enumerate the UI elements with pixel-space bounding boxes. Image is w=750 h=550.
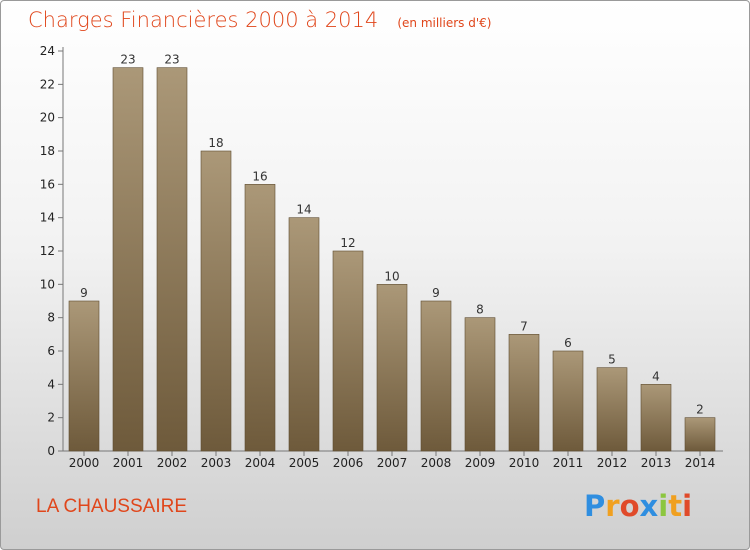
data-label-2002: 23 xyxy=(164,53,179,67)
logo-letter: t xyxy=(668,489,683,523)
x-tick-label: 2012 xyxy=(597,456,628,470)
bar-2010 xyxy=(508,334,540,452)
data-label-2013: 4 xyxy=(652,369,660,383)
x-tick-label: 2003 xyxy=(201,456,232,470)
y-tick-label: 18 xyxy=(40,144,55,158)
logo-letter: o xyxy=(619,489,640,523)
x-tick-label: 2011 xyxy=(553,456,584,470)
bar-2003 xyxy=(200,150,232,452)
data-labels-group: 9 23 23 18 16 14 12 10 9 8 7 6 5 4 2 xyxy=(80,53,704,417)
data-label-2011: 6 xyxy=(564,336,572,350)
x-tick-label: 2008 xyxy=(421,456,452,470)
data-label-2009: 8 xyxy=(476,303,484,317)
data-label-2010: 7 xyxy=(520,319,528,333)
bars-group xyxy=(68,67,716,452)
x-tick-label: 2000 xyxy=(69,456,100,470)
x-tick-label: 2001 xyxy=(113,456,144,470)
bar-2009 xyxy=(464,317,496,452)
logo-letter: r xyxy=(605,489,620,523)
chart-title: Charges Financières 2000 à 2014 xyxy=(28,8,379,32)
y-tick-label: 6 xyxy=(47,344,55,358)
logo-letter: P xyxy=(584,489,606,523)
bar-2006 xyxy=(332,250,364,452)
bar-2002 xyxy=(156,67,188,452)
y-tick-label: 24 xyxy=(40,44,55,58)
x-tick-label: 2005 xyxy=(289,456,320,470)
x-tick-label: 2013 xyxy=(641,456,672,470)
data-label-2001: 23 xyxy=(120,53,135,67)
y-tick-label: 10 xyxy=(40,277,55,291)
bar-2014 xyxy=(684,417,716,452)
data-label-2007: 10 xyxy=(384,269,399,283)
logo-letter: x xyxy=(639,489,659,523)
bar-2000 xyxy=(68,300,100,452)
y-tick-label: 16 xyxy=(40,177,55,191)
x-tick-label: 2002 xyxy=(157,456,188,470)
bar-2011 xyxy=(552,350,584,452)
chart-unit: (en milliers d'€) xyxy=(397,16,492,30)
data-label-2003: 18 xyxy=(208,136,223,150)
x-tick-label: 2006 xyxy=(333,456,364,470)
logo-letter: i xyxy=(658,489,669,523)
x-tick-label: 2010 xyxy=(509,456,540,470)
y-tick-label: 14 xyxy=(40,211,55,225)
data-label-2005: 14 xyxy=(296,203,311,217)
bar-2001 xyxy=(112,67,144,452)
proxiti-logo[interactable]: Proxiti xyxy=(584,489,692,523)
x-tick-label: 2014 xyxy=(685,456,716,470)
data-label-2000: 9 xyxy=(80,286,88,300)
bar-2012 xyxy=(596,367,628,452)
y-tick-label: 12 xyxy=(40,244,55,258)
bar-2007 xyxy=(376,284,408,452)
y-tick-label: 8 xyxy=(47,311,55,325)
data-label-2006: 12 xyxy=(340,236,355,250)
x-tick-label: 2009 xyxy=(465,456,496,470)
data-label-2014: 2 xyxy=(696,403,704,417)
bar-2008 xyxy=(420,300,452,452)
logo-letter: i xyxy=(682,489,693,523)
chart-title-block: Charges Financières 2000 à 2014 (en mill… xyxy=(28,8,491,32)
y-tick-label: 4 xyxy=(47,377,55,391)
x-tick-label: 2004 xyxy=(245,456,276,470)
bar-2013 xyxy=(640,384,672,452)
y-tick-label: 22 xyxy=(40,77,55,91)
y-tick-label: 2 xyxy=(47,411,55,425)
x-axis: 2000 2001 2002 2003 2004 2005 2006 2007 2008 2009… xyxy=(63,450,723,470)
bar-2004 xyxy=(244,184,276,452)
data-label-2008: 9 xyxy=(432,286,440,300)
data-label-2012: 5 xyxy=(608,353,616,367)
bar-2005 xyxy=(288,217,320,452)
y-tick-label: 0 xyxy=(47,444,55,458)
data-label-2004: 16 xyxy=(252,169,267,183)
x-tick-label: 2007 xyxy=(377,456,408,470)
city-name: LA CHAUSSAIRE xyxy=(36,496,187,517)
y-tick-label: 20 xyxy=(40,111,55,125)
